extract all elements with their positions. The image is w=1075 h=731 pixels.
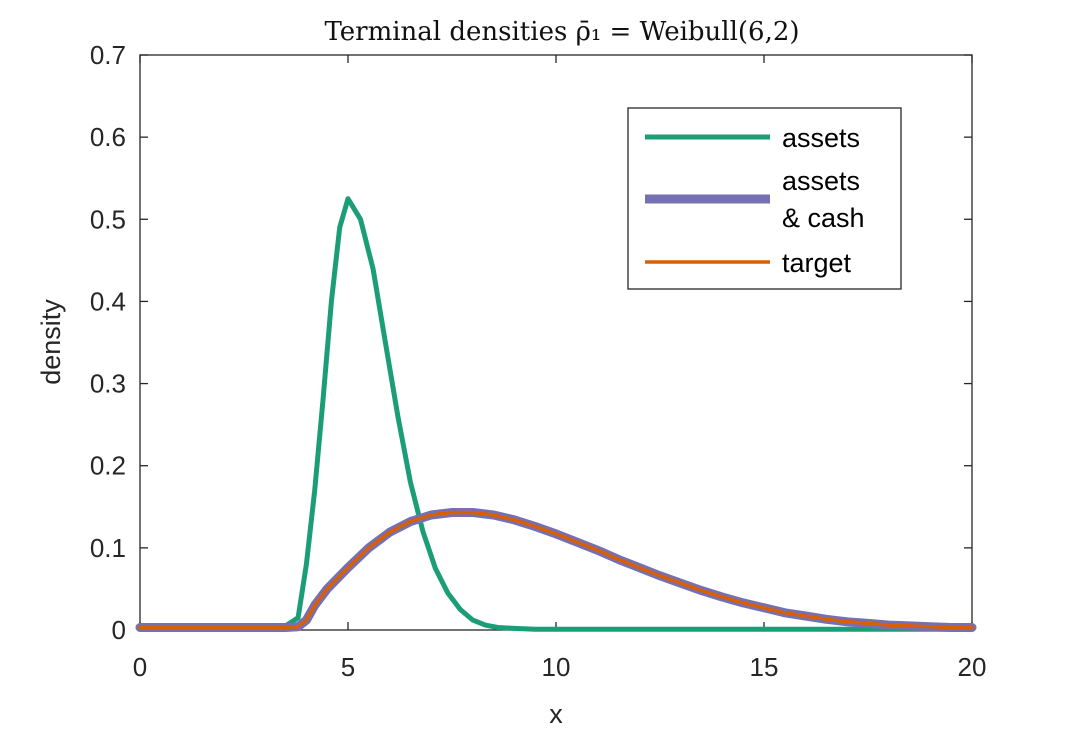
series-line-target: [138, 510, 974, 630]
axis-ticks: 0 5 10 15 20 0 0.1 0.2 0.3 0.4 0.5 0.6 0.7: [90, 40, 987, 682]
y-tick-label: 0.7: [90, 40, 126, 70]
x-tick-label: 5: [341, 652, 355, 682]
y-tick-label: 0.3: [90, 369, 126, 399]
x-tick-label: 10: [542, 652, 571, 682]
y-tick-label: 0.2: [90, 451, 126, 481]
x-tick-label: 0: [133, 652, 147, 682]
chart-title: Terminal densities ρ̄₁ = Weibull(6,2): [324, 17, 799, 47]
legend-label-target: target: [782, 248, 852, 278]
series-layer: [135, 196, 977, 632]
x-tick-label: 20: [958, 652, 987, 682]
legend-label-assets-cash-line1: assets: [782, 166, 860, 196]
legend: assets assets & cash target: [627, 107, 902, 290]
x-axis-label: x: [549, 699, 563, 729]
x-tick-label: 15: [750, 652, 779, 682]
legend-label-assets: assets: [782, 123, 860, 153]
y-axis-label: density: [36, 299, 66, 385]
y-tick-label: 0.5: [90, 204, 126, 234]
y-tick-label: 0.6: [90, 122, 126, 152]
y-tick-label: 0.4: [90, 286, 126, 316]
y-tick-label: 0.1: [90, 533, 126, 563]
series-line-assets: [137, 196, 975, 632]
y-tick-label: 0: [112, 615, 126, 645]
legend-label-assets-cash-line2: & cash: [782, 203, 865, 233]
